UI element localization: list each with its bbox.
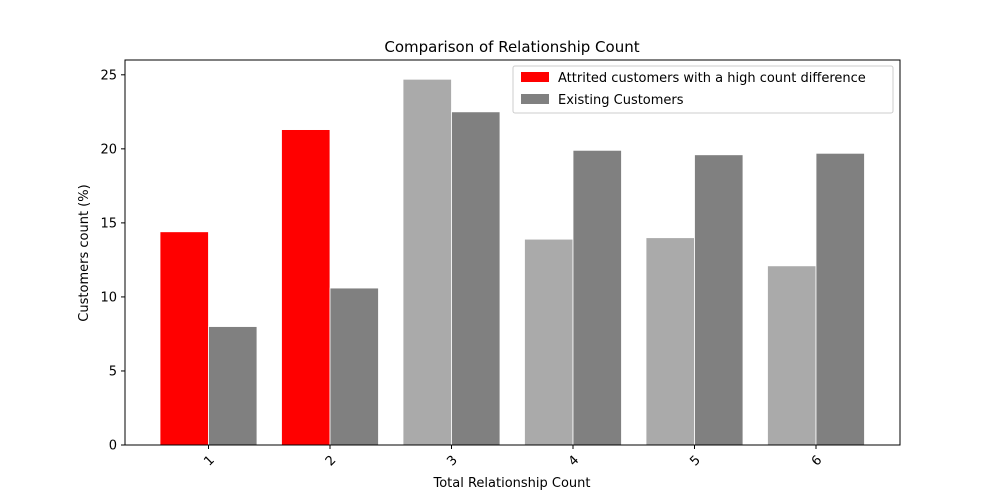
bar-attrited-2: [281, 129, 331, 446]
x-axis-ticks: 1 2 3 4 5 6: [201, 445, 825, 469]
x-tick-label-4: 4: [566, 453, 582, 469]
x-axis-label: Total Relationship Count: [432, 476, 590, 491]
chart-title: Comparison of Relationship Count: [384, 38, 639, 56]
legend-swatch-attrited: [521, 72, 549, 82]
y-tick-label-5: 5: [109, 364, 117, 379]
legend-label-existing: Existing Customers: [558, 93, 684, 108]
legend-box: [512, 65, 894, 114]
bar-existing-5: [694, 154, 744, 446]
y-tick-label-15: 15: [100, 216, 117, 231]
bar-existing-2: [329, 287, 379, 446]
bar-attrited-1: [159, 231, 209, 446]
legend: Attrited customers with a high count dif…: [512, 65, 894, 114]
y-axis-ticks: 0 5 10 15 20 25: [100, 68, 125, 454]
y-tick-label-20: 20: [100, 142, 117, 157]
bars-group: [159, 78, 865, 446]
legend-swatch-existing: [521, 94, 549, 104]
x-tick-label-2: 2: [323, 453, 339, 469]
bar-existing-1: [208, 326, 258, 446]
y-tick-label-25: 25: [100, 68, 117, 83]
bar-attrited-3: [402, 78, 452, 446]
x-tick-label-1: 1: [201, 453, 217, 469]
legend-label-attrited: Attrited customers with a high count dif…: [558, 71, 866, 86]
plot-frame: [124, 59, 901, 446]
bar-existing-3: [451, 111, 501, 446]
x-tick-label-6: 6: [809, 453, 825, 469]
y-axis-label: Customers count (%): [77, 184, 92, 321]
bar-existing-6: [815, 152, 865, 446]
bar-attrited-6: [767, 265, 817, 446]
y-tick-label-0: 0: [109, 439, 117, 454]
y-tick-label-10: 10: [100, 290, 117, 305]
x-tick-label-5: 5: [687, 453, 703, 469]
bar-attrited-4: [524, 238, 574, 446]
bar-attrited-5: [645, 237, 695, 446]
x-tick-label-3: 3: [444, 453, 460, 469]
bar-existing-4: [572, 149, 622, 446]
